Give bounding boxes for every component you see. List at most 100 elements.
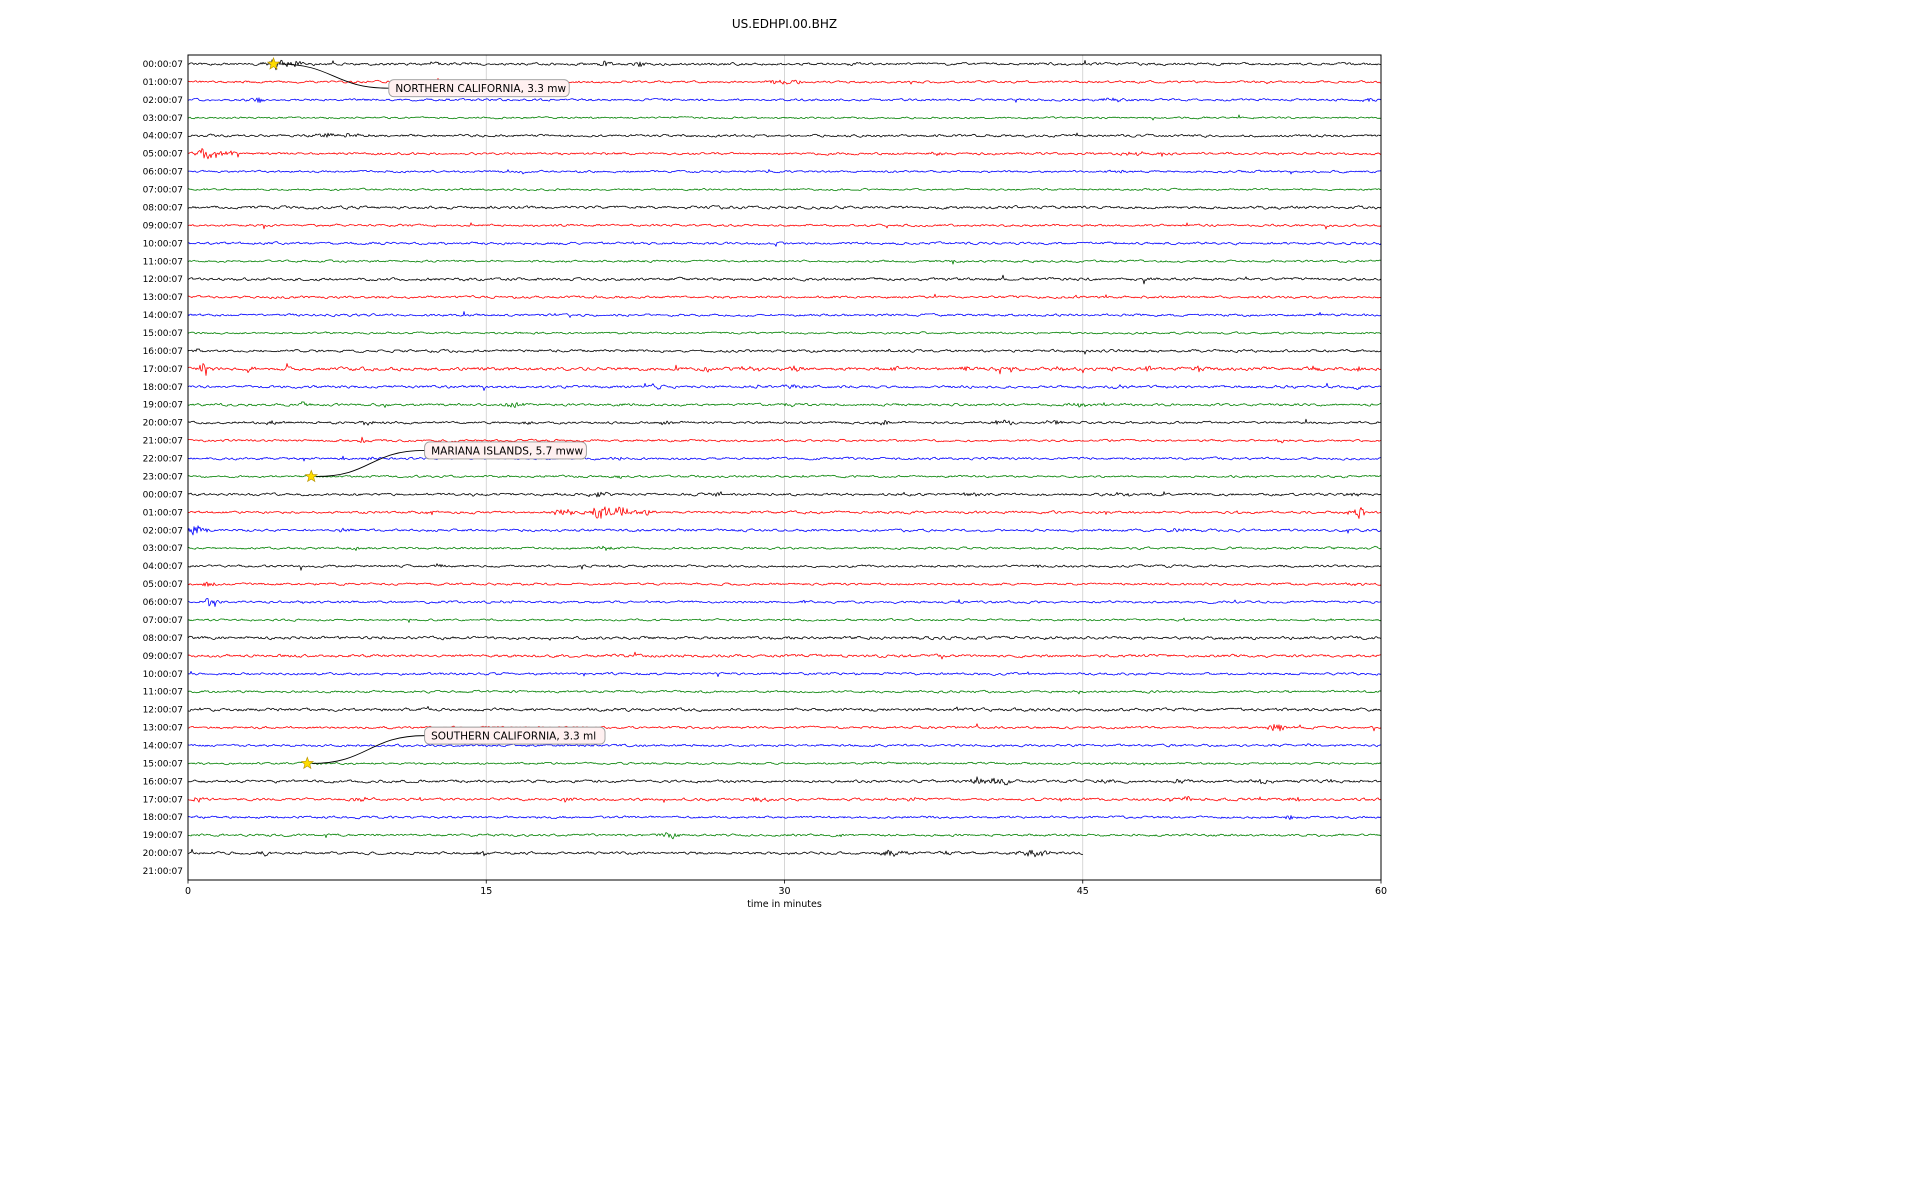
x-tick-label: 60: [1375, 886, 1387, 897]
row-time-label: 12:00:07: [143, 275, 183, 285]
event-annotation-box: [424, 441, 587, 460]
row-time-label: 07:00:07: [143, 616, 183, 626]
seismic-trace: [187, 418, 1382, 426]
seismic-trace: [187, 506, 1382, 519]
row-time-label: 21:00:07: [143, 867, 183, 877]
row-time-label: 00:00:07: [143, 490, 183, 500]
seismic-trace: [188, 259, 1382, 265]
seismic-trace: [187, 205, 1382, 210]
row-time-label: 11:00:07: [143, 257, 183, 267]
row-time-label: 11:00:07: [143, 688, 183, 698]
row-time-label: 16:00:07: [143, 777, 183, 787]
seismic-trace: [187, 689, 1382, 695]
seismic-trace: [187, 348, 1382, 355]
seismic-trace: [187, 563, 1382, 571]
row-time-label: 14:00:07: [143, 742, 183, 752]
seismic-trace: [187, 331, 1382, 335]
seismic-trace: [187, 382, 1382, 391]
row-time-label: 01:00:07: [143, 78, 183, 88]
seismic-trace: [187, 598, 1382, 607]
row-time-label: 05:00:07: [143, 150, 183, 160]
event-star-icon: [304, 469, 319, 483]
seismic-trace: [187, 706, 1382, 712]
row-time-label: 08:00:07: [143, 203, 183, 213]
x-tick-label: 0: [185, 886, 191, 897]
row-time-label: 02:00:07: [143, 96, 183, 106]
seismic-trace: [187, 473, 1382, 479]
row-time-label: 03:00:07: [143, 544, 183, 554]
seismic-trace: [187, 363, 1382, 376]
seismic-trace: [187, 617, 1382, 623]
row-time-label: 19:00:07: [143, 831, 183, 841]
seismic-trace: [187, 815, 1382, 820]
seismic-trace: [187, 293, 1382, 300]
seismic-trace: [187, 455, 1382, 462]
row-time-label: 20:00:07: [143, 419, 183, 429]
row-time-label: 03:00:07: [143, 114, 183, 124]
seismic-trace: [187, 97, 1382, 103]
row-time-label: 08:00:07: [143, 634, 183, 644]
plot-title: US.EDHPI.00.BHZ: [731, 17, 838, 31]
seismic-trace: [187, 545, 1382, 551]
x-tick-label: 30: [778, 886, 790, 897]
seismic-trace: [187, 796, 1382, 803]
seismic-trace: [187, 436, 1382, 444]
seismic-trace: [187, 832, 1382, 840]
row-time-label: 15:00:07: [143, 329, 183, 339]
seismic-trace: [187, 311, 1382, 318]
seismic-trace: [187, 635, 1382, 641]
x-axis-label: time in minutes: [747, 899, 822, 910]
row-time-label: 22:00:07: [143, 455, 183, 465]
event-annotation-label: SOUTHERN CALIFORNIA, 3.3 ml: [431, 730, 596, 742]
row-time-label: 13:00:07: [143, 724, 183, 734]
seismic-trace: [187, 132, 1382, 138]
seismic-trace: [188, 401, 1382, 409]
seismic-trace: [188, 222, 1382, 230]
seismic-trace: [187, 723, 1382, 732]
row-time-label: 18:00:07: [143, 813, 183, 823]
seismic-trace: [187, 651, 1382, 660]
seismic-trace: [187, 761, 1382, 766]
seismic-trace: [188, 187, 1382, 192]
seismic-trace: [187, 169, 1382, 175]
row-time-label: 09:00:07: [143, 652, 183, 662]
seismic-trace: [187, 148, 1382, 160]
event-connector: [278, 63, 389, 89]
seismic-trace: [187, 274, 1382, 285]
row-time-label: 01:00:07: [143, 508, 183, 518]
x-tick-label: 45: [1077, 886, 1089, 897]
row-time-label: 15:00:07: [143, 759, 183, 769]
seismic-trace: [187, 241, 1382, 247]
x-tick-label: 15: [480, 886, 492, 897]
seismic-trace: [187, 743, 1382, 748]
row-time-label: 12:00:07: [143, 706, 183, 716]
row-time-label: 20:00:07: [143, 849, 183, 859]
event-star-icon: [266, 56, 281, 70]
row-time-label: 21:00:07: [143, 437, 183, 447]
seismic-trace: [187, 581, 1382, 587]
row-time-label: 09:00:07: [143, 221, 183, 231]
row-time-label: 19:00:07: [143, 401, 183, 411]
row-time-label: 10:00:07: [143, 670, 183, 680]
seismic-trace: [187, 671, 1382, 677]
row-time-label: 13:00:07: [143, 293, 183, 303]
row-time-label: 17:00:07: [143, 795, 183, 805]
row-time-label: 06:00:07: [143, 598, 183, 608]
seismic-trace: [187, 114, 1382, 121]
seismic-trace: [187, 491, 1382, 498]
seismic-trace: [187, 848, 1084, 858]
seismic-trace: [188, 776, 1382, 786]
row-time-label: 06:00:07: [143, 168, 183, 178]
event-connector: [312, 735, 425, 764]
row-time-label: 10:00:07: [143, 239, 183, 249]
event-annotation-label: NORTHERN CALIFORNIA, 3.3 mw: [395, 83, 566, 95]
row-time-label: 07:00:07: [143, 186, 183, 196]
event-connector: [316, 450, 425, 477]
seismic-trace: [187, 59, 1382, 71]
row-time-label: 05:00:07: [143, 580, 183, 590]
seismic-trace: [187, 78, 1382, 85]
event-star-icon: [300, 756, 315, 770]
seismic-trace: [187, 525, 1382, 536]
